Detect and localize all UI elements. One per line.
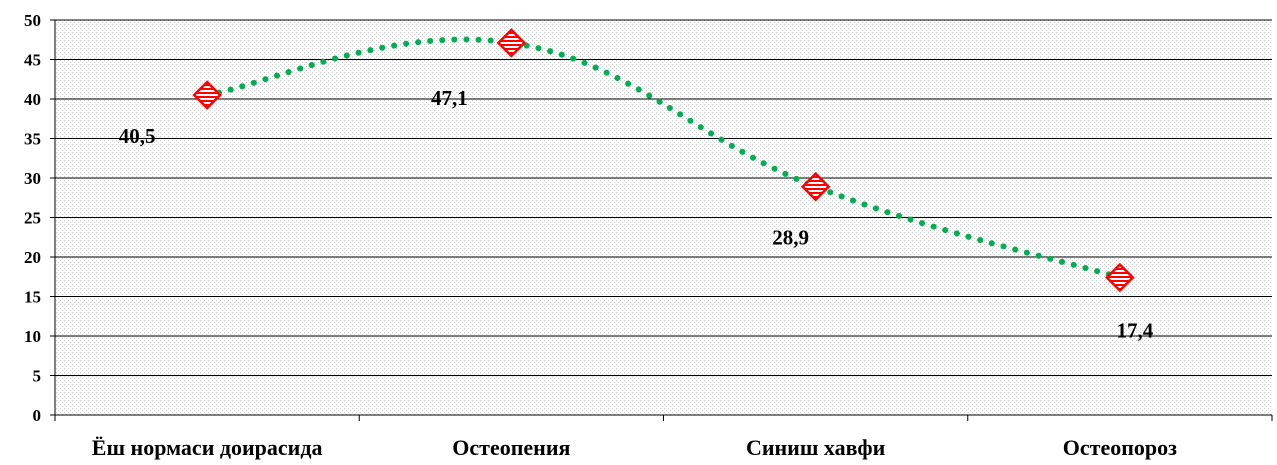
y-tick-label: 45 bbox=[24, 51, 41, 70]
series-markers bbox=[192, 28, 1135, 293]
data-label: 47,1 bbox=[431, 86, 468, 110]
x-axis-category-labels: Ёш нормаси доирасида Остеопения Синиш хавф… bbox=[92, 435, 1177, 460]
y-tick-label: 30 bbox=[24, 169, 41, 188]
y-tick-label: 50 bbox=[24, 11, 41, 30]
data-label: 28,9 bbox=[772, 226, 809, 250]
axes bbox=[50, 19, 1273, 421]
y-tick-label: 20 bbox=[24, 248, 41, 267]
x-category-label: Остеопороз bbox=[1063, 435, 1177, 460]
data-labels: 40,5 47,1 28,9 17,4 bbox=[119, 86, 1154, 343]
diamond-striped-marker-icon bbox=[800, 171, 831, 202]
x-category-label: Ёш нормаси доирасида bbox=[92, 435, 323, 460]
diamond-striped-marker-icon bbox=[496, 28, 527, 58]
y-tick-label: 15 bbox=[24, 288, 41, 307]
data-label: 17,4 bbox=[1117, 319, 1154, 343]
gridlines bbox=[55, 19, 1272, 376]
y-tick-label: 5 bbox=[33, 367, 42, 386]
data-label: 40,5 bbox=[119, 124, 156, 148]
y-tick-label: 25 bbox=[24, 209, 41, 228]
y-tick-label: 10 bbox=[24, 327, 41, 346]
x-category-label: Остеопения bbox=[452, 435, 570, 460]
y-tick-label: 35 bbox=[24, 130, 41, 149]
y-tick-label: 40 bbox=[24, 90, 41, 109]
diamond-striped-marker-icon bbox=[192, 80, 222, 110]
y-axis-tick-labels: 0 5 10 15 20 25 30 35 40 45 50 bbox=[24, 11, 41, 425]
y-tick-label: 0 bbox=[33, 406, 42, 425]
diamond-striped-marker-icon bbox=[1105, 262, 1135, 293]
x-category-label: Синиш хавфи bbox=[746, 435, 886, 460]
